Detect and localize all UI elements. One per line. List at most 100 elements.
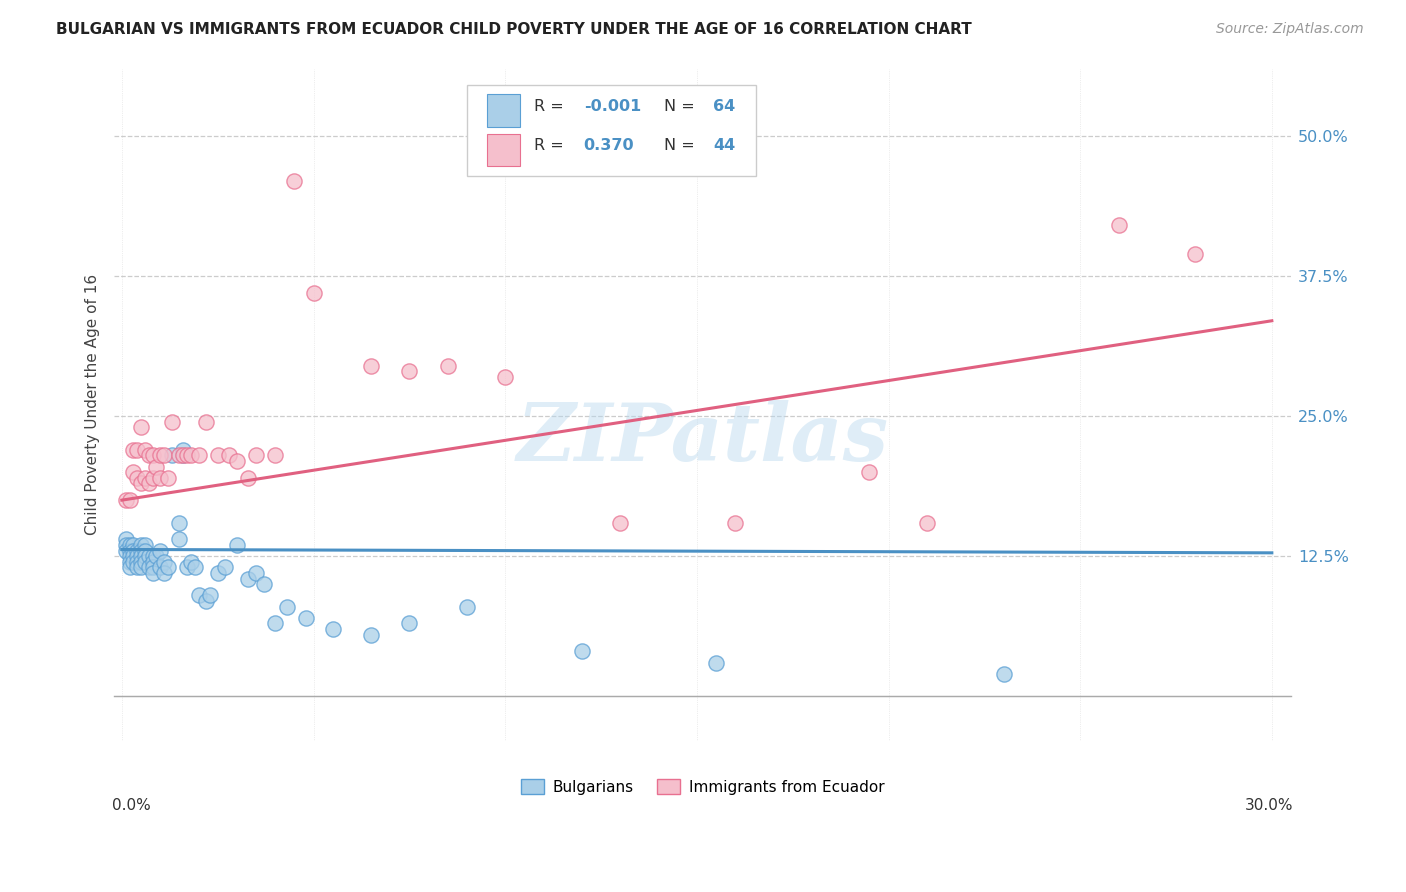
Point	[283, 173, 305, 187]
Point	[172, 448, 194, 462]
Point	[214, 560, 236, 574]
Point	[276, 599, 298, 614]
Y-axis label: Child Poverty Under the Age of 16: Child Poverty Under the Age of 16	[86, 274, 100, 535]
Point	[138, 560, 160, 574]
Point	[127, 471, 149, 485]
Text: N =: N =	[664, 99, 700, 114]
Point	[1184, 246, 1206, 260]
Point	[153, 448, 176, 462]
Point	[141, 448, 163, 462]
Point	[122, 555, 145, 569]
Point	[1108, 219, 1130, 233]
Point	[149, 471, 172, 485]
Point	[218, 448, 240, 462]
Point	[114, 543, 136, 558]
Text: 30.0%: 30.0%	[1244, 798, 1294, 814]
Text: 0.370: 0.370	[583, 138, 634, 153]
Point	[225, 538, 247, 552]
Text: R =: R =	[534, 99, 569, 114]
Point	[118, 493, 141, 508]
Text: Source: ZipAtlas.com: Source: ZipAtlas.com	[1216, 22, 1364, 37]
Point	[138, 448, 160, 462]
Point	[360, 628, 382, 642]
Point	[245, 448, 267, 462]
Point	[118, 538, 141, 552]
Point	[176, 560, 198, 574]
Point	[494, 369, 516, 384]
Text: ZIPatlas: ZIPatlas	[516, 400, 889, 477]
Point	[127, 560, 149, 574]
Point	[134, 555, 156, 569]
Text: BULGARIAN VS IMMIGRANTS FROM ECUADOR CHILD POVERTY UNDER THE AGE OF 16 CORRELATI: BULGARIAN VS IMMIGRANTS FROM ECUADOR CHI…	[56, 22, 972, 37]
Point	[225, 454, 247, 468]
Point	[114, 533, 136, 547]
FancyBboxPatch shape	[488, 134, 520, 166]
Point	[127, 442, 149, 457]
Point	[153, 555, 176, 569]
FancyBboxPatch shape	[488, 95, 520, 127]
Point	[114, 493, 136, 508]
Point	[149, 543, 172, 558]
Point	[127, 543, 149, 558]
Point	[122, 538, 145, 552]
Point	[118, 555, 141, 569]
Point	[360, 359, 382, 373]
Point	[145, 459, 167, 474]
Point	[169, 516, 191, 530]
Point	[134, 549, 156, 564]
Point	[398, 616, 420, 631]
Point	[149, 448, 172, 462]
Point	[169, 533, 191, 547]
Text: 64: 64	[713, 99, 735, 114]
Point	[134, 538, 156, 552]
Point	[141, 471, 163, 485]
Point	[160, 415, 183, 429]
Point	[172, 442, 194, 457]
Point	[129, 538, 152, 552]
Point	[145, 549, 167, 564]
Legend: Bulgarians, Immigrants from Ecuador: Bulgarians, Immigrants from Ecuador	[515, 772, 890, 801]
Point	[118, 549, 141, 564]
Point	[724, 516, 747, 530]
Point	[129, 476, 152, 491]
Point	[122, 549, 145, 564]
Point	[993, 667, 1015, 681]
Point	[195, 594, 218, 608]
Point	[127, 549, 149, 564]
Point	[207, 566, 229, 580]
Point	[238, 471, 260, 485]
Point	[122, 543, 145, 558]
Point	[149, 560, 172, 574]
Point	[198, 589, 221, 603]
Point	[302, 285, 325, 300]
Point	[858, 465, 880, 479]
Text: 44: 44	[713, 138, 735, 153]
Point	[180, 448, 202, 462]
Point	[129, 543, 152, 558]
Point	[129, 420, 152, 434]
Point	[253, 577, 276, 591]
Point	[156, 560, 179, 574]
Point	[129, 560, 152, 574]
Point	[172, 448, 194, 462]
Point	[160, 448, 183, 462]
Point	[134, 442, 156, 457]
Point	[129, 549, 152, 564]
Point	[141, 566, 163, 580]
Point	[264, 448, 287, 462]
Point	[122, 442, 145, 457]
Point	[129, 555, 152, 569]
Point	[156, 471, 179, 485]
FancyBboxPatch shape	[467, 86, 755, 176]
Point	[187, 589, 209, 603]
Text: R =: R =	[534, 138, 569, 153]
Point	[134, 471, 156, 485]
Point	[180, 555, 202, 569]
Point	[138, 549, 160, 564]
Point	[704, 656, 727, 670]
Point	[153, 566, 176, 580]
Point	[134, 543, 156, 558]
Point	[138, 476, 160, 491]
Point	[141, 555, 163, 569]
Point	[141, 560, 163, 574]
